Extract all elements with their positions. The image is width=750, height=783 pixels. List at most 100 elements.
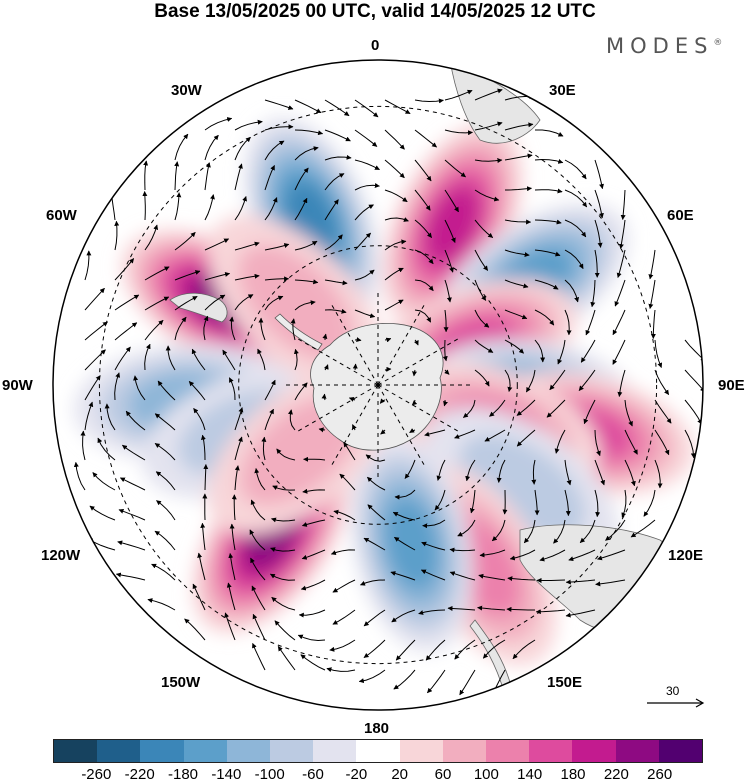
- longitude-label-120w: 120W: [41, 547, 81, 564]
- wind-vector: [154, 442, 176, 461]
- wind-vector: [249, 529, 266, 551]
- wind-vector: [594, 219, 603, 248]
- wind-vector: [546, 399, 566, 418]
- wind-vector: [84, 287, 105, 311]
- wind-vector: [354, 159, 380, 171]
- wind-vector: [226, 582, 236, 611]
- wind-vector: [594, 189, 604, 219]
- wind-vector: [174, 161, 180, 191]
- colorbar-tick-label: -260: [81, 766, 112, 783]
- wind-vector: [360, 579, 386, 586]
- wind-vector: [354, 232, 371, 251]
- wind-vector: [358, 669, 386, 684]
- wind-vector: [264, 408, 274, 431]
- wind-vector: [348, 397, 356, 402]
- wind-vector: [301, 549, 326, 560]
- wind-vector: [293, 348, 299, 371]
- wind-vector: [425, 639, 446, 661]
- wind-vector: [125, 410, 146, 431]
- wind-vector: [324, 173, 345, 191]
- wind-vector: [174, 231, 196, 251]
- colorbar-tick-label: -100: [254, 766, 285, 783]
- wind-vector: [565, 609, 596, 618]
- wind-vector: [384, 189, 408, 203]
- wind-vector: [203, 315, 209, 341]
- wind-vector: [234, 294, 254, 311]
- wind-vector: [144, 224, 159, 251]
- wind-vector: [482, 639, 506, 659]
- wind-vector: [294, 300, 316, 311]
- wind-vector: [684, 369, 703, 393]
- wind-vector: [144, 266, 170, 281]
- wind-vector: [142, 191, 148, 221]
- wind-vector: [117, 540, 146, 551]
- wind-vector: [294, 129, 324, 136]
- wind-vector: [204, 294, 226, 311]
- wind-vector: [489, 399, 506, 417]
- wind-vector: [92, 472, 116, 491]
- wind-vector: [595, 579, 626, 587]
- wind-vector: [174, 316, 187, 341]
- wind-vector: [367, 504, 386, 521]
- wind-vector: [411, 399, 418, 406]
- wind-vector: [534, 309, 555, 326]
- wind-vector: [594, 459, 605, 486]
- wind-vector: [333, 509, 356, 521]
- colorbar-swatch: [313, 740, 357, 762]
- wind-vector: [414, 129, 437, 148]
- wind-vector: [133, 375, 146, 401]
- wind-vector: [469, 489, 476, 514]
- wind-vector: [330, 549, 356, 555]
- wind-vector: [257, 348, 266, 371]
- wind-vector: [354, 309, 376, 319]
- wind-vector: [234, 436, 243, 461]
- colorbar-swatch: [529, 740, 573, 762]
- wind-vector: [504, 279, 529, 289]
- wind-vector: [323, 364, 329, 371]
- wind-vector: [204, 162, 211, 191]
- wind-vector: [144, 343, 151, 371]
- wind-vector: [329, 639, 356, 652]
- wind-vector: [449, 547, 476, 553]
- wind-vector: [234, 163, 243, 191]
- wind-vector: [384, 99, 411, 115]
- wind-vector: [444, 129, 473, 136]
- wind-vector: [643, 489, 656, 517]
- wind-vector: [564, 459, 572, 486]
- wind-vector: [264, 99, 294, 110]
- colorbar-tick-label: 180: [560, 766, 586, 783]
- wind-vector: [84, 375, 101, 401]
- wind-vector: [354, 337, 362, 342]
- wind-vector: [264, 165, 275, 191]
- wind-vector: [250, 557, 266, 581]
- wind-vector: [393, 669, 416, 690]
- wind-vector: [114, 294, 140, 311]
- wind-vector: [294, 146, 319, 161]
- wind-vector: [270, 547, 296, 553]
- wind-vector: [184, 618, 206, 641]
- wind-vector: [114, 220, 120, 251]
- colorbar-swatch: [140, 740, 184, 762]
- wind-vector: [228, 553, 236, 581]
- wind-vector: [564, 279, 580, 303]
- wind-vector: [154, 530, 176, 551]
- latitude-circle: [98, 105, 658, 665]
- wind-vector: [354, 129, 378, 147]
- wind-vector: [321, 393, 327, 401]
- wind-vector: [318, 427, 326, 433]
- wind-vector: [443, 399, 448, 407]
- wind-vector: [332, 579, 356, 593]
- colorbar-swatch: [270, 740, 314, 762]
- longitude-label-90w: 90W: [2, 377, 33, 394]
- wind-vector: [174, 270, 201, 281]
- wind-vector: [414, 189, 431, 211]
- wind-vector: [568, 549, 596, 562]
- wind-vector: [443, 309, 449, 333]
- wind-vector: [264, 295, 284, 311]
- brand-text: MODES: [606, 34, 714, 58]
- wind-vector: [290, 318, 296, 341]
- wind-vector: [391, 609, 416, 623]
- wind-vector: [459, 669, 476, 696]
- wind-vector: [390, 571, 416, 581]
- wind-vector: [234, 273, 260, 281]
